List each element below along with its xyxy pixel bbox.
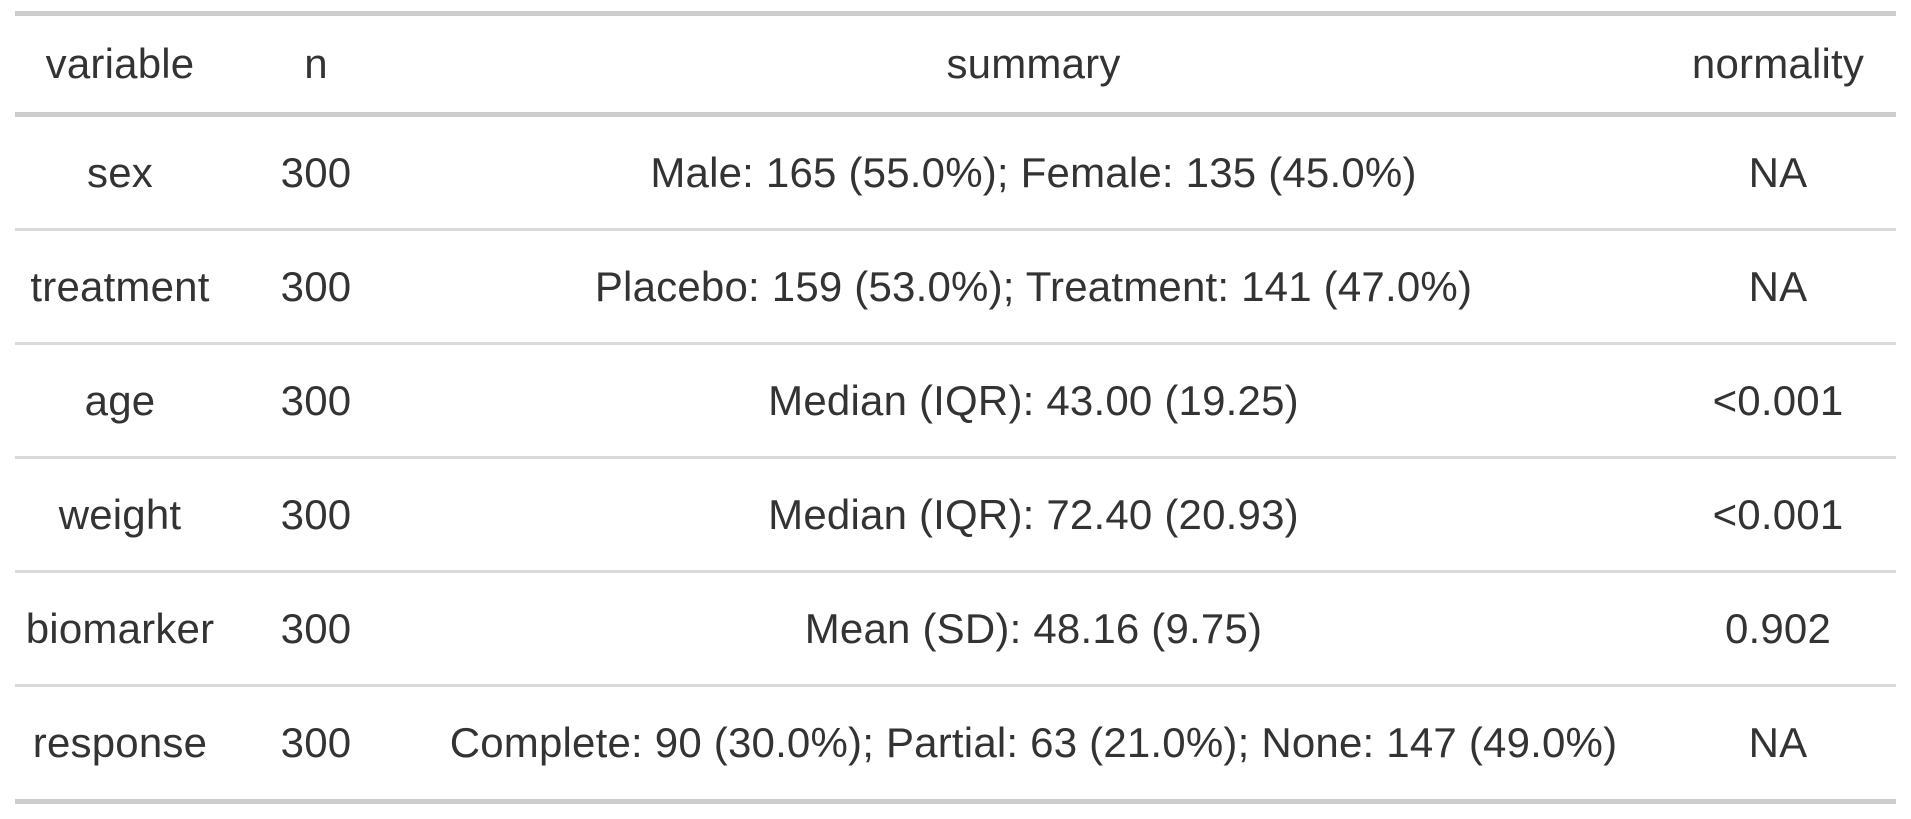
col-header-normality: normality — [1660, 11, 1896, 117]
cell-normality: NA — [1660, 229, 1896, 345]
table-row-sex: sex 300 Male: 165 (55.0%); Female: 135 (… — [15, 114, 1896, 231]
table-row-weight: weight 300 Median (IQR): 72.40 (20.93) <… — [15, 457, 1896, 573]
cell-summary: Male: 165 (55.0%); Female: 135 (45.0%) — [407, 114, 1660, 231]
cell-normality: <0.001 — [1660, 457, 1896, 573]
cell-variable: sex — [15, 114, 225, 231]
cell-summary: Median (IQR): 43.00 (19.25) — [407, 343, 1660, 459]
col-header-summary: summary — [407, 11, 1660, 117]
cell-normality: NA — [1660, 114, 1896, 231]
cell-n: 300 — [225, 457, 407, 573]
cell-variable: age — [15, 343, 225, 459]
summary-statistics-table: variable n summary normality sex 300 Mal… — [15, 11, 1896, 804]
table-row-response: response 300 Complete: 90 (30.0%); Parti… — [15, 685, 1896, 804]
cell-summary: Complete: 90 (30.0%); Partial: 63 (21.0%… — [407, 685, 1660, 804]
cell-summary: Median (IQR): 72.40 (20.93) — [407, 457, 1660, 573]
cell-normality: NA — [1660, 685, 1896, 804]
table-row-treatment: treatment 300 Placebo: 159 (53.0%); Trea… — [15, 229, 1896, 345]
cell-n: 300 — [225, 685, 407, 804]
cell-variable: treatment — [15, 229, 225, 345]
table-row-age: age 300 Median (IQR): 43.00 (19.25) <0.0… — [15, 343, 1896, 459]
cell-n: 300 — [225, 229, 407, 345]
header-row: variable n summary normality — [15, 11, 1896, 117]
cell-variable: biomarker — [15, 571, 225, 687]
cell-normality: <0.001 — [1660, 343, 1896, 459]
cell-n: 300 — [225, 571, 407, 687]
cell-summary: Mean (SD): 48.16 (9.75) — [407, 571, 1660, 687]
col-header-n: n — [225, 11, 407, 117]
cell-variable: weight — [15, 457, 225, 573]
cell-normality: 0.902 — [1660, 571, 1896, 687]
cell-variable: response — [15, 685, 225, 804]
cell-n: 300 — [225, 114, 407, 231]
cell-summary: Placebo: 159 (53.0%); Treatment: 141 (47… — [407, 229, 1660, 345]
col-header-variable: variable — [15, 11, 225, 117]
table-row-biomarker: biomarker 300 Mean (SD): 48.16 (9.75) 0.… — [15, 571, 1896, 687]
cell-n: 300 — [225, 343, 407, 459]
